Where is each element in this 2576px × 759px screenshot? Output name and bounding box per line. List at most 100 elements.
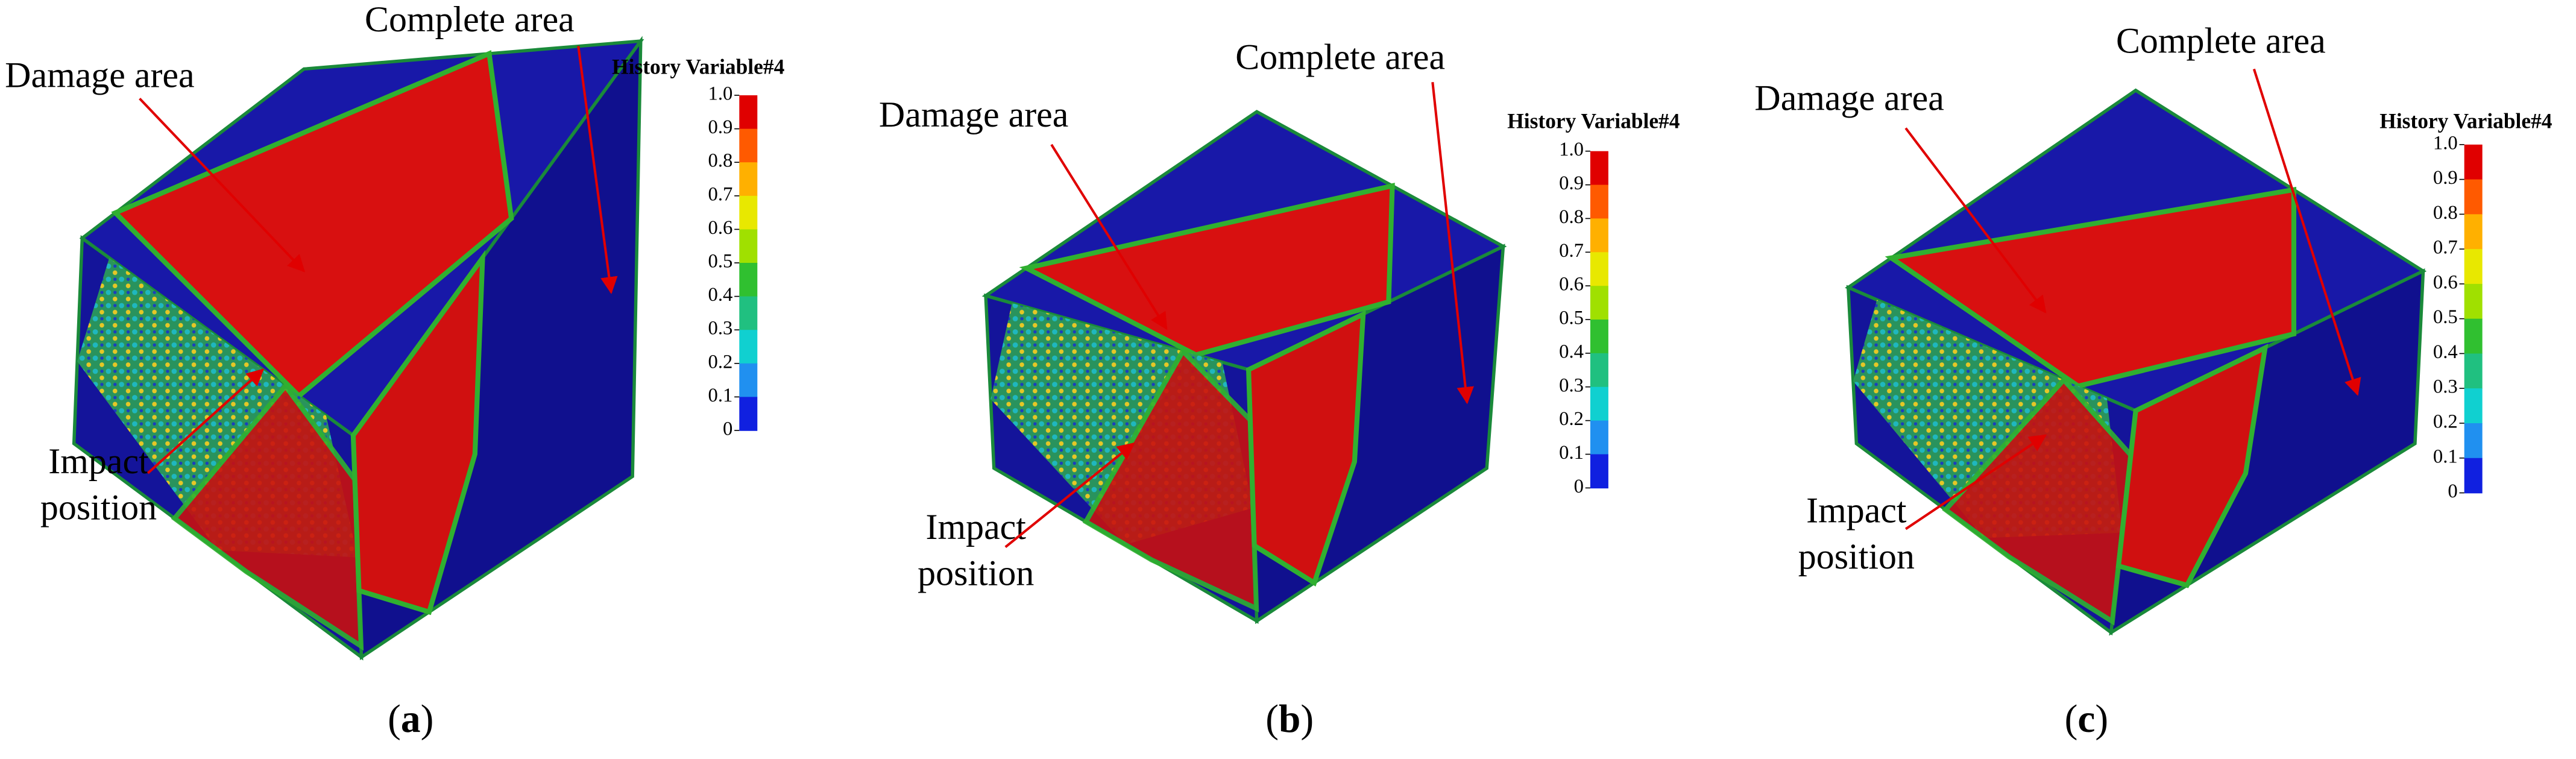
legend-title: History Variable#4 [2379,109,2552,133]
colorbar-segment [1590,286,1608,320]
colorbar-tick-label: 0.1 [1559,442,1584,464]
arrow [1050,143,1168,330]
colorbar-tick-label: 0 [2448,480,2457,502]
colorbar-segment [739,330,758,364]
impact-label: Impact [926,507,1027,547]
damage-red-left [1082,347,1259,613]
colorbar-tick-label: 0.1 [708,385,733,406]
colorbar-segment [2464,144,2483,180]
panel: Damage area Complete area Impact position Hi… [879,37,1680,741]
colorbar-tick-label: 0.2 [2433,411,2458,432]
colorbar-segment [1590,454,1608,489]
colorbar-segment [739,162,758,197]
arrow [1431,82,1475,405]
colorbar-tick-label: 0 [1574,476,1584,497]
colorbar-segment [2464,423,2483,459]
damage-red-right [2115,343,2269,588]
damage-red-right [1245,310,1366,587]
colorbar-segment [1590,218,1608,253]
impact-label: Impact [1806,491,1907,531]
colorbar-segment [739,363,758,398]
colorbar-tick-label: 0.4 [708,284,733,306]
colorbar-segment [1590,420,1608,455]
colorbar-segment [739,95,758,130]
caption-part: ( [2065,698,2078,741]
caption-part: b [1279,698,1300,741]
colorbar-segment [1590,353,1608,388]
panel: Damage area Complete area Impact position Hi… [1754,20,2552,741]
damage-red-top [111,50,514,400]
colorbar-tick-label: 0.7 [708,183,733,205]
colorbar-segment [2464,318,2483,354]
panel: Damage area Complete area Impact position Hi… [5,0,784,741]
colorbar-segment [1590,252,1608,286]
caption-part: ) [2095,698,2108,741]
colorbar-segment [2464,283,2483,320]
panel-caption: (a) [388,698,433,741]
colorbar-tick-label: 0.3 [2433,376,2458,398]
colorbar-tick-label: 0.6 [1559,274,1584,295]
colorbar-tick-label: 0.9 [2433,167,2458,189]
colorbar-tick-label: 0.5 [2433,306,2458,328]
colorbar-segment [739,195,758,230]
damage-red-top [1019,183,1395,357]
colorbar-segment [2464,388,2483,424]
colorbar-segment [739,128,758,163]
colorbar-segment [2464,353,2483,389]
colorbar-tick-label: 0.8 [708,150,733,172]
colorbar-tick-label: 0.7 [1559,240,1584,262]
caption-part: ) [421,698,434,741]
caption-part: a [401,698,421,741]
arrow [1004,442,1135,549]
legend-title: History Variable#4 [1507,109,1680,133]
complete-label: Complete area [365,0,575,39]
colorbar-segment [739,263,758,297]
colorbar-tick-label: 1.0 [1559,139,1584,160]
caption-part: ( [388,698,401,741]
damage-red-top [1885,186,2297,389]
colorbar-tick-label: 0.2 [1559,408,1584,430]
colorbar-segment [1590,386,1608,421]
colorbar-tick-label: 0.7 [2433,237,2458,259]
colorbar-tick-label: 0.5 [708,251,733,272]
legend-title: History Variable#4 [612,55,785,79]
colorbar-tick-label: 0.3 [1559,374,1584,396]
colorbar-tick-label: 0.4 [2433,341,2458,363]
panel-caption: (b) [1265,698,1314,741]
complete-label: Complete area [1235,37,1445,77]
impact-label: position [918,553,1034,593]
arrow [139,98,306,272]
arrow [1904,127,2047,314]
colorbar-segment [1590,184,1608,219]
colorbar-segment [2464,179,2483,215]
colorbar-tick-label: 0.3 [708,318,733,339]
colorbar-segment [739,296,758,331]
colorbar-segment [2464,249,2483,285]
damage-red-left [1942,376,2134,626]
caption-part: c [2077,698,2095,741]
colorbar-segment [739,397,758,431]
colorbar-tick-label: 0.8 [1559,206,1584,228]
arrow [146,368,265,474]
damage-label: Damage area [879,95,1068,134]
colorbar-segment [2464,214,2483,250]
arrow [1905,434,2047,531]
colorbar-segment [739,229,758,263]
colorbar-tick-label: 0 [723,418,732,439]
complete-label: Complete area [2116,20,2326,60]
colorbar-tick-label: 0.5 [1559,307,1584,329]
colorbar-tick-label: 0.9 [708,116,733,138]
impact-label: Impact [48,441,149,481]
caption-part: ) [1300,698,1314,741]
damage-label: Damage area [5,55,194,95]
damage-red-left [171,382,364,651]
colorbar-segment [1590,151,1608,186]
colorbar-tick-label: 0.2 [708,351,733,373]
colorbar-tick-label: 0.6 [708,217,733,239]
damage-label: Damage area [1754,78,1944,118]
colorbar-tick-label: 1.0 [708,83,733,105]
colorbar-tick-label: 0.9 [1559,172,1584,194]
impact-label: position [40,487,157,527]
colorbar-segment [1590,320,1608,354]
